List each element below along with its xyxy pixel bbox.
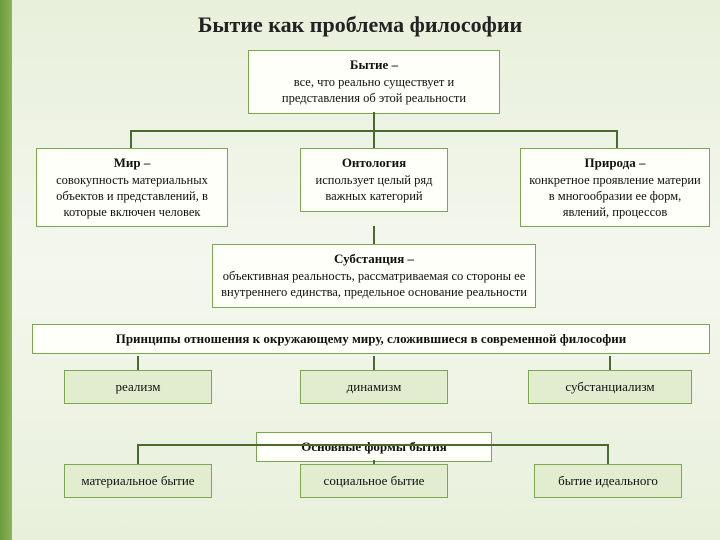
connector-v2 <box>373 226 375 244</box>
connector-vc <box>373 130 375 148</box>
connector-fv3 <box>607 444 609 464</box>
box-nature-head: Природа – <box>529 155 701 171</box>
box-substance: Субстанция – объективная реальность, рас… <box>212 244 536 308</box>
connector-pv1 <box>137 356 139 370</box>
box-nature-body: конкретное проявление материи в многообр… <box>529 173 701 220</box>
box-ontology-head: Онтология <box>309 155 439 171</box>
cell-material: материальное бытие <box>64 464 212 498</box>
box-world-head: Мир – <box>45 155 219 171</box>
forms-bar: Основные формы бытия <box>256 432 492 462</box>
connector-vr <box>616 130 618 148</box>
accent-left-stripe <box>0 0 12 540</box>
box-ontology: Онтология использует целый ряд важных ка… <box>300 148 448 212</box>
cell-realism: реализм <box>64 370 212 404</box>
connector-pv2 <box>373 356 375 370</box>
cell-substantialism: субстанциализм <box>528 370 692 404</box>
connector-fh <box>137 444 609 446</box>
connector-v1 <box>373 112 375 130</box>
connector-pv3 <box>609 356 611 370</box>
connector-fv1 <box>137 444 139 464</box>
cell-dynamism: динамизм <box>300 370 448 404</box>
page-title: Бытие как проблема философии <box>0 0 720 44</box>
cell-ideal: бытие идеального <box>534 464 682 498</box>
box-ontology-body: использует целый ряд важных категорий <box>309 173 439 204</box>
box-nature: Природа – конкретное проявление материи … <box>520 148 710 227</box>
box-world-body: совокупность материальных объектов и пре… <box>45 173 219 220</box>
box-being: Бытие – все, что реально существует и пр… <box>248 50 500 114</box>
principles-bar: Принципы отношения к окружающему миру, с… <box>32 324 710 354</box>
box-being-head: Бытие – <box>257 57 491 73</box>
cell-social: социальное бытие <box>300 464 448 498</box>
box-world: Мир – совокупность материальных объектов… <box>36 148 228 227</box>
box-substance-body: объективная реальность, рассматриваемая … <box>221 269 527 300</box>
box-substance-head: Субстанция – <box>221 251 527 267</box>
box-being-body: все, что реально существует и представле… <box>257 75 491 106</box>
connector-vl <box>130 130 132 148</box>
